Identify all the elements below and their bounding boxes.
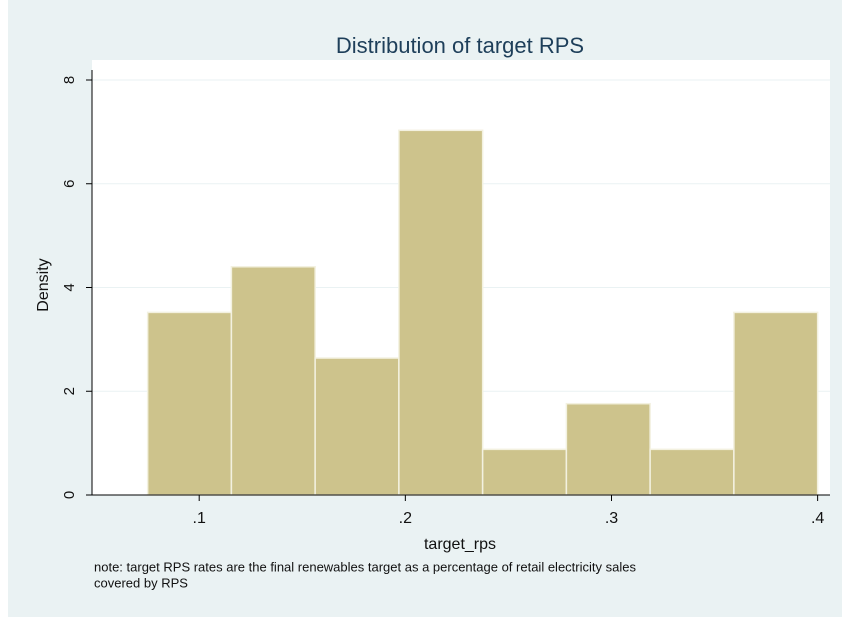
y-tick-label: 2 bbox=[61, 387, 78, 395]
note: note: target RPS rates are the final ren… bbox=[94, 559, 636, 574]
y-tick-label: 4 bbox=[61, 283, 78, 291]
bar bbox=[314, 357, 400, 496]
x-axis-label: target_rps bbox=[424, 536, 496, 553]
y-tick-label: 8 bbox=[61, 76, 78, 84]
y-tick-label: 0 bbox=[61, 491, 78, 499]
bar bbox=[649, 448, 735, 496]
bar bbox=[565, 402, 651, 496]
y-tick-label: 6 bbox=[61, 180, 78, 188]
x-tick-label: .2 bbox=[399, 510, 412, 527]
bar bbox=[230, 266, 316, 496]
x-tick-label: .3 bbox=[605, 510, 618, 527]
bar bbox=[398, 129, 484, 496]
bar bbox=[146, 311, 233, 496]
y-axis-label: Density bbox=[35, 258, 52, 311]
x-tick-label: .1 bbox=[193, 510, 206, 527]
chart-title: Distribution of target RPS bbox=[336, 33, 584, 58]
bar bbox=[481, 448, 568, 496]
bar bbox=[733, 311, 819, 496]
note: covered by RPS bbox=[94, 575, 188, 590]
x-tick-label: .4 bbox=[811, 510, 824, 527]
